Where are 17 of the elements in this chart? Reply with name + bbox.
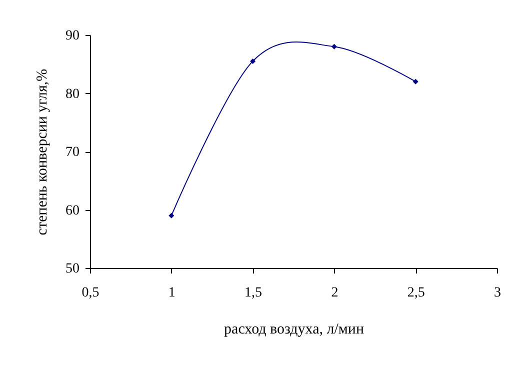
point — [331, 44, 337, 50]
x-tick-label: 3 — [494, 286, 501, 300]
x-tick-label: 0,5 — [82, 286, 100, 300]
y-axis-title: степень конверсии угля,% — [34, 68, 50, 236]
y-tick-label: 60 — [66, 203, 80, 218]
x-tick-label: 1 — [168, 286, 176, 300]
y-tick-label: 70 — [66, 145, 80, 160]
x-tick-label: 2,5 — [407, 286, 425, 300]
y-tick-label: 90 — [66, 28, 80, 44]
point — [168, 212, 174, 218]
y-tick-label: 80 — [66, 86, 80, 102]
point — [412, 78, 418, 84]
x-tick-label: 1,5 — [244, 286, 262, 300]
x-tick-label: 2 — [331, 286, 338, 300]
point — [250, 58, 256, 64]
x-axis-title: расход воздуха, л/мин — [224, 322, 364, 338]
y-tick-label: 50 — [66, 262, 80, 276]
